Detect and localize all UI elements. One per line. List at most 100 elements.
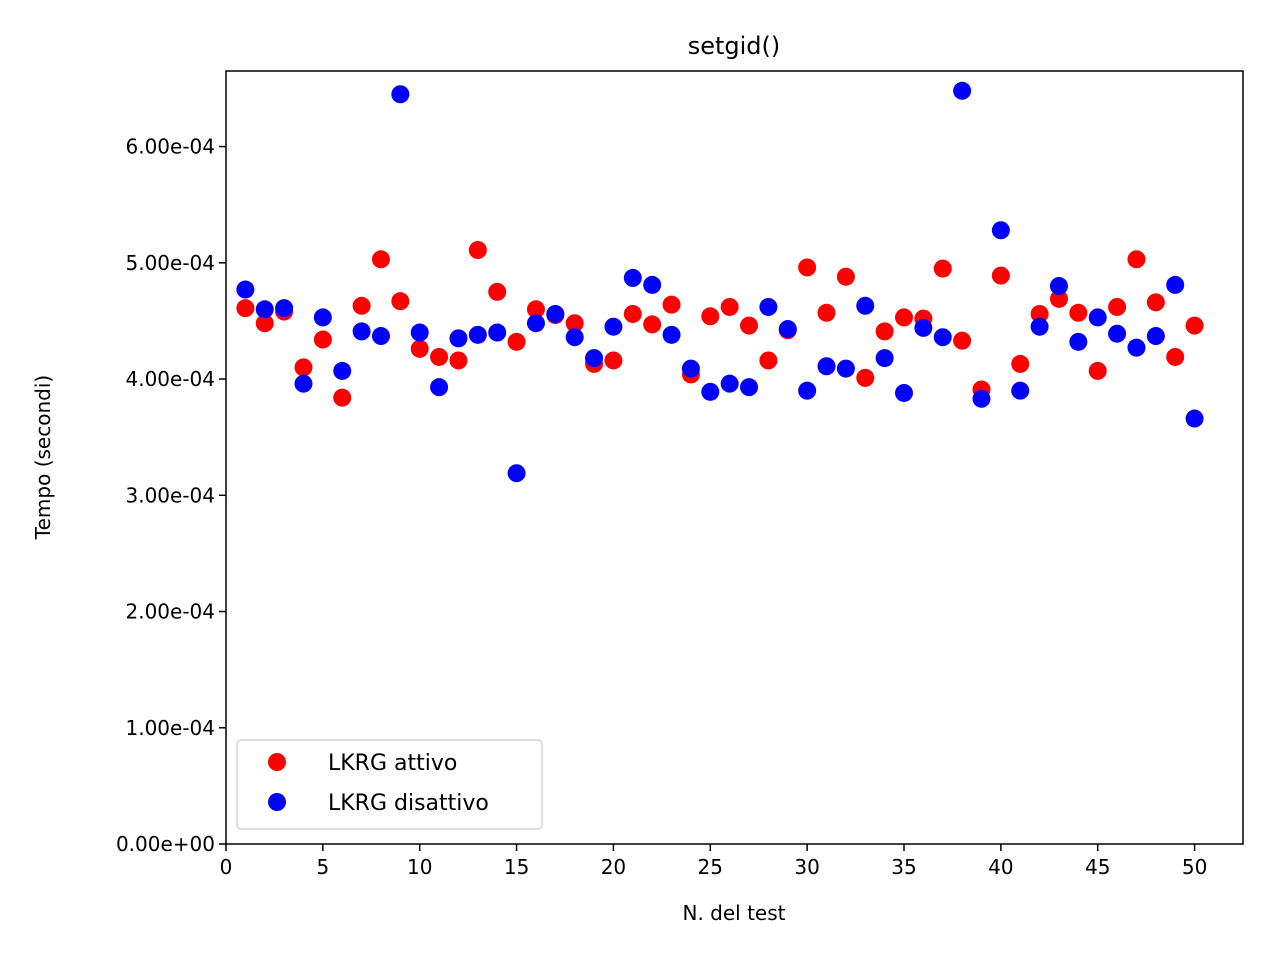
data-point-series-1 (313, 330, 332, 349)
data-point-series-2 (681, 359, 700, 378)
data-point-series-2 (546, 304, 565, 323)
data-point-series-2 (1108, 324, 1127, 343)
data-point-series-2 (1088, 308, 1107, 327)
data-point-series-2 (430, 378, 449, 397)
data-point-series-1 (526, 300, 545, 319)
data-point-series-2 (778, 320, 797, 339)
data-point-series-1 (759, 351, 778, 370)
data-point-series-1 (701, 307, 720, 326)
legend: LKRG attivo LKRG disattivo (236, 739, 543, 830)
data-points (236, 81, 1204, 483)
data-point-series-1 (720, 297, 739, 316)
x-tick-label: 5 (316, 855, 329, 879)
data-point-series-2 (236, 280, 255, 299)
data-point-series-2 (875, 349, 894, 368)
data-point-series-1 (1069, 303, 1088, 322)
data-point-series-2 (972, 389, 991, 408)
data-point-series-2 (662, 325, 681, 344)
x-tick-label: 0 (220, 855, 233, 879)
legend-box (236, 739, 543, 830)
y-axis-title: Tempo (secondi) (31, 375, 55, 540)
data-point-series-1 (604, 351, 623, 370)
x-tick-label: 40 (988, 855, 1013, 879)
data-point-series-1 (817, 303, 836, 322)
y-tick-label: 2.00e-04 (125, 600, 215, 624)
data-point-series-2 (720, 374, 739, 393)
data-point-series-1 (643, 315, 662, 334)
data-point-series-2 (643, 275, 662, 294)
data-point-series-2 (836, 359, 855, 378)
x-tick-label: 10 (407, 855, 432, 879)
data-point-series-2 (1030, 317, 1049, 336)
data-point-series-1 (991, 266, 1010, 285)
data-point-series-1 (662, 295, 681, 314)
x-tick-label: 45 (1085, 855, 1110, 879)
data-point-series-1 (1108, 297, 1127, 316)
data-point-series-2 (895, 383, 913, 402)
data-point-series-1 (895, 308, 913, 327)
data-point-series-2 (391, 85, 410, 104)
data-point-series-1 (488, 282, 507, 301)
data-point-series-2 (701, 382, 720, 401)
data-point-series-2 (585, 349, 604, 368)
y-tick-label: 6.00e-04 (125, 135, 215, 159)
data-point-series-2 (1127, 338, 1146, 357)
data-point-series-1 (468, 241, 487, 260)
data-point-series-2 (488, 323, 507, 342)
data-point-series-1 (565, 314, 584, 333)
x-tick-label: 15 (504, 855, 529, 879)
data-point-series-1 (1146, 293, 1165, 312)
x-tick-label: 50 (1182, 855, 1207, 879)
data-point-series-2 (953, 81, 972, 100)
plot-frame (225, 70, 1244, 845)
data-point-series-2 (294, 374, 313, 393)
data-point-series-1 (623, 304, 642, 323)
data-point-series-1 (236, 299, 255, 318)
data-point-series-1 (798, 258, 817, 277)
data-point-series-1 (740, 316, 759, 335)
data-point-series-1 (352, 296, 371, 315)
data-point-series-1 (1088, 361, 1107, 380)
data-point-series-2 (1049, 277, 1068, 296)
data-point-series-2 (255, 300, 274, 319)
data-point-series-2 (798, 381, 817, 400)
data-point-series-1 (449, 351, 468, 370)
x-tick-label: 30 (794, 855, 819, 879)
axis-ticks: 0 5 10 15 20 25 30 35 40 45 50 0.00e+00 1.00e-04 2.00… (116, 135, 1207, 879)
data-point-series-2 (1146, 327, 1165, 346)
data-point-series-2 (275, 299, 294, 318)
data-point-series-1 (856, 368, 875, 387)
data-point-series-2 (507, 464, 526, 483)
data-point-series-1 (430, 347, 449, 366)
data-point-series-1 (333, 388, 352, 407)
data-point-series-2 (933, 328, 952, 347)
y-tick-label: 4.00e-04 (125, 367, 215, 391)
data-point-series-1 (410, 339, 429, 358)
data-point-series-1 (933, 259, 952, 278)
y-tick-label: 1.00e-04 (125, 716, 215, 740)
y-tick-label: 5.00e-04 (125, 251, 215, 275)
data-point-series-2 (565, 328, 584, 347)
data-point-series-2 (759, 297, 778, 316)
legend-label-series-2: LKRG disattivo (328, 791, 489, 816)
y-tick-label: 0.00e+00 (116, 832, 215, 856)
data-point-series-2 (604, 317, 623, 336)
data-point-series-2 (352, 322, 371, 341)
data-point-series-1 (1049, 289, 1068, 308)
data-point-series-2 (449, 329, 468, 348)
data-point-series-1 (1127, 250, 1146, 269)
data-point-series-2 (914, 318, 933, 337)
x-tick-label: 35 (891, 855, 916, 879)
data-point-series-2 (1185, 409, 1204, 428)
data-point-series-2 (333, 361, 352, 380)
data-point-series-2 (623, 268, 642, 287)
data-point-series-1 (371, 250, 390, 269)
data-point-series-2 (1166, 275, 1185, 294)
data-point-series-2 (526, 314, 545, 333)
y-tick-label: 3.00e-04 (125, 483, 215, 507)
data-point-series-1 (1011, 354, 1030, 373)
data-point-series-1 (255, 314, 274, 333)
chart-title: setgid() (688, 32, 781, 60)
data-point-series-1 (294, 358, 313, 377)
